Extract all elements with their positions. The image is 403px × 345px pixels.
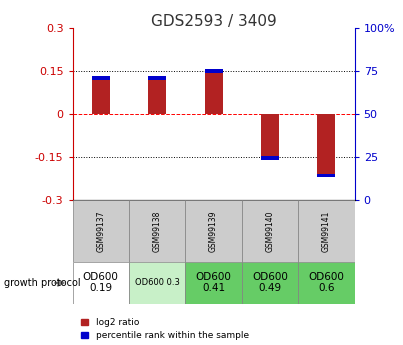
Bar [242,262,298,304]
Text: OD600
0.49: OD600 0.49 [252,273,288,293]
Text: GSM99137: GSM99137 [96,210,105,252]
Text: GDS2593 / 3409: GDS2593 / 3409 [151,14,276,29]
Text: OD600
0.6: OD600 0.6 [308,273,345,293]
Bar [92,77,110,114]
Text: OD600 0.3: OD600 0.3 [135,278,180,287]
Text: GSM99140: GSM99140 [266,210,274,252]
Text: OD600
0.19: OD600 0.19 [83,273,119,293]
Bar [261,156,279,160]
Text: GSM99141: GSM99141 [322,210,331,252]
Bar [318,114,335,177]
Text: growth protocol: growth protocol [4,278,81,288]
Text: GSM99139: GSM99139 [209,210,218,252]
Bar [148,77,166,114]
Bar [242,200,298,262]
Bar [148,77,166,80]
Bar [92,77,110,80]
Bar [298,200,355,262]
Bar [298,262,355,304]
Bar [205,69,222,73]
Bar [185,200,242,262]
Legend: log2 ratio, percentile rank within the sample: log2 ratio, percentile rank within the s… [81,318,249,341]
Bar [73,200,129,262]
Bar [185,262,242,304]
Bar [261,114,279,160]
Text: GSM99138: GSM99138 [153,210,162,252]
Text: OD600
0.41: OD600 0.41 [195,273,232,293]
Bar [129,200,185,262]
Bar [205,69,222,114]
Bar [129,262,185,304]
Bar [73,262,129,304]
Bar [318,174,335,177]
